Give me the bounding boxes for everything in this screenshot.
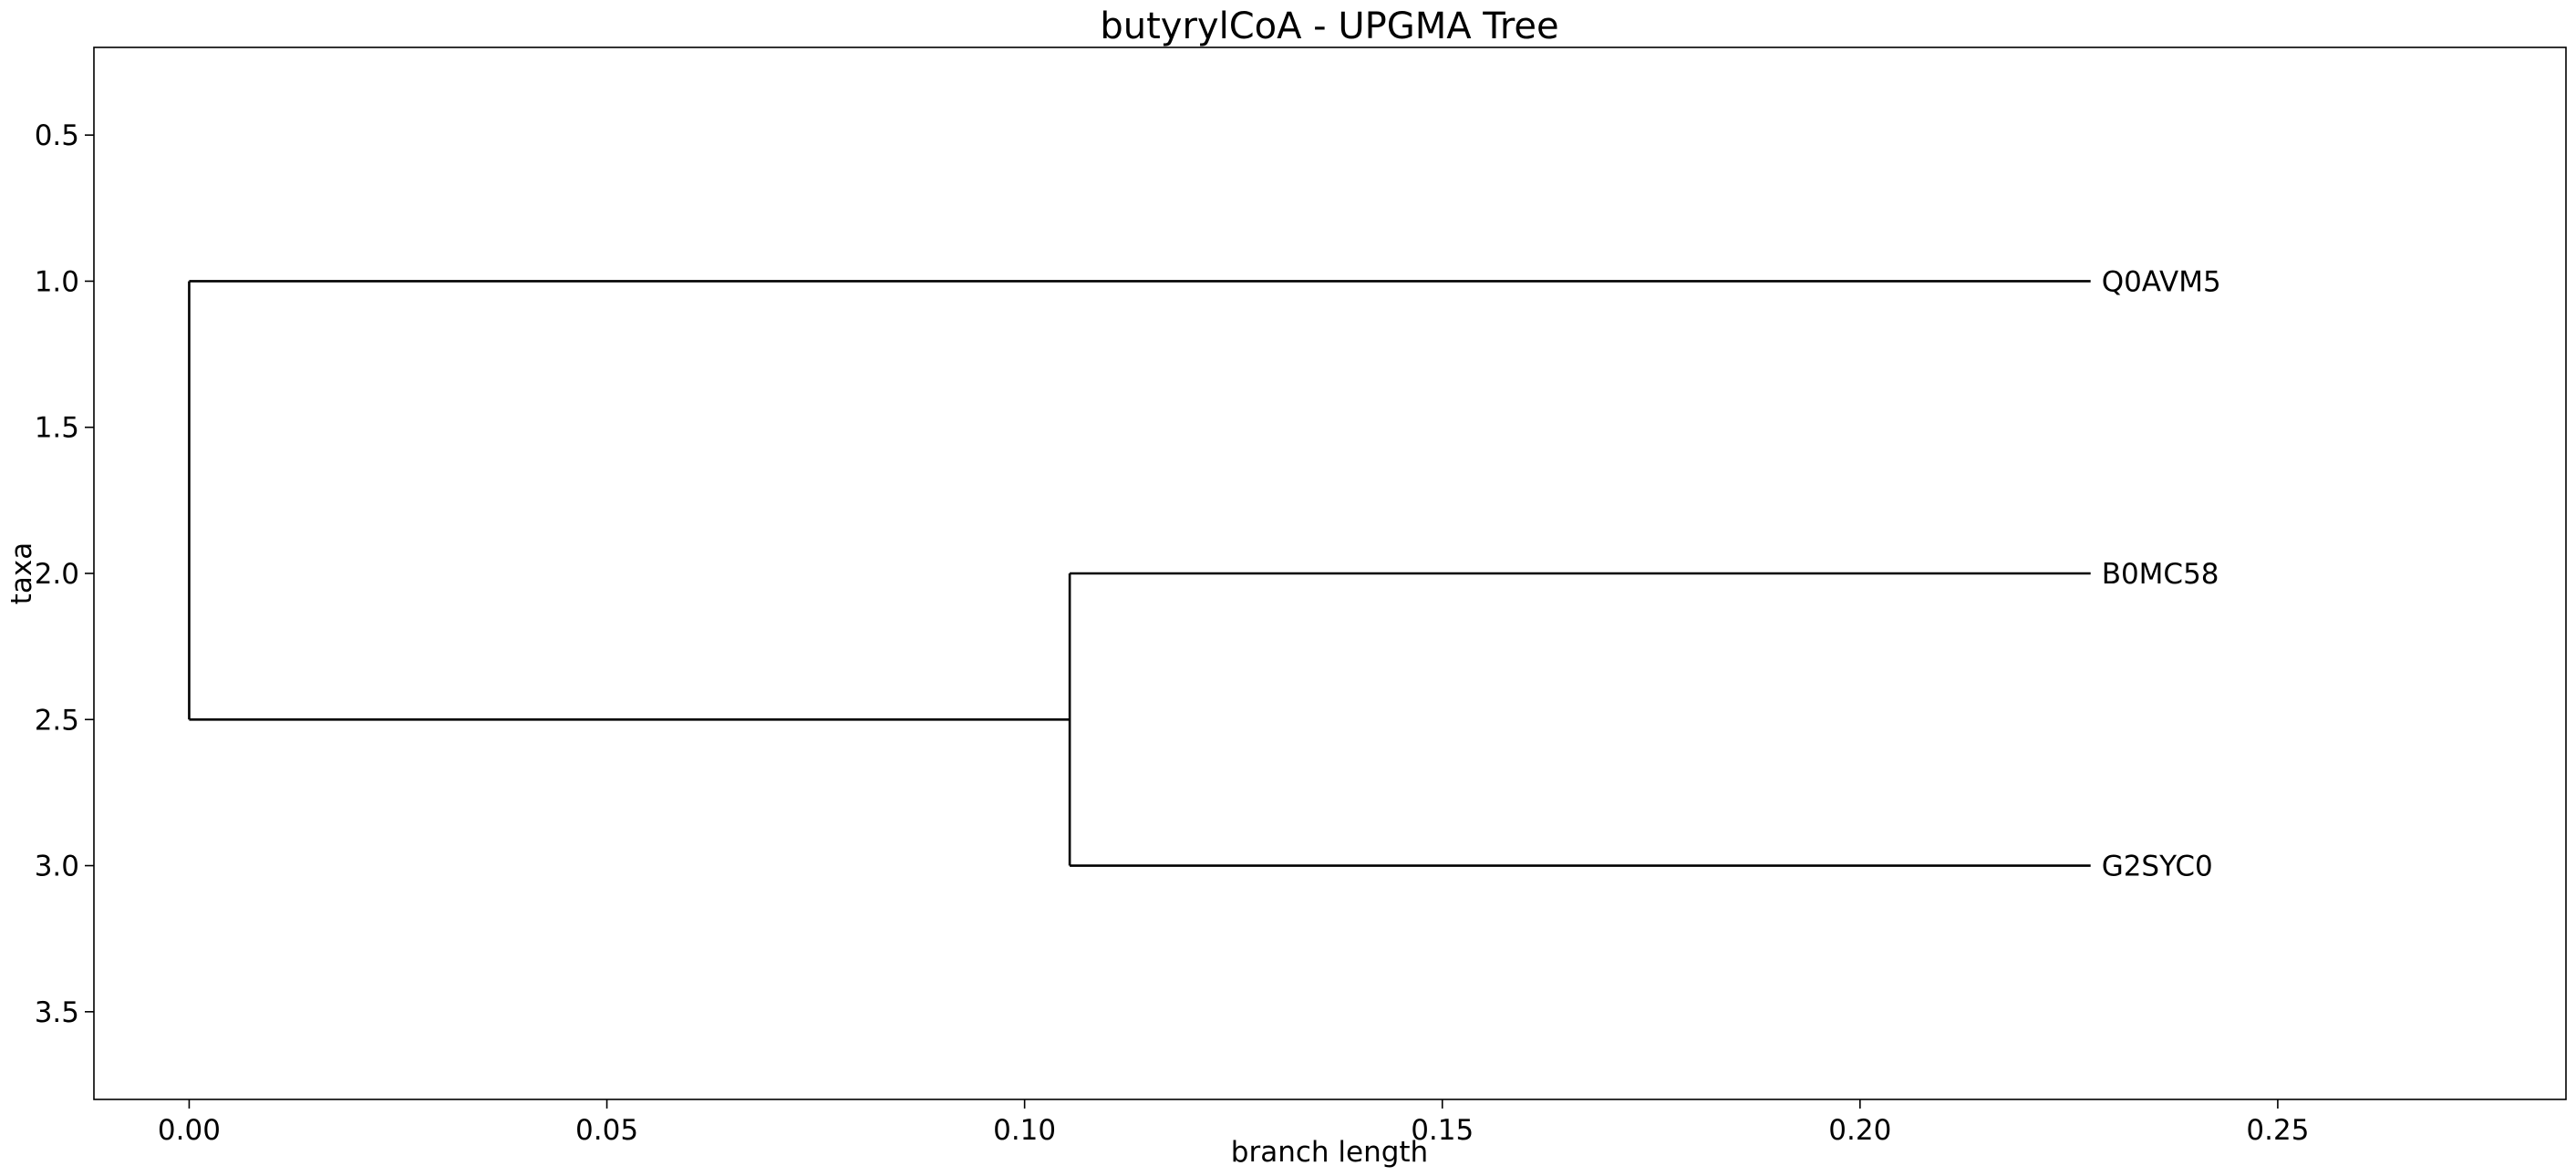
taxon-label-b0mc58: B0MC58 [2102, 558, 2219, 591]
y-tick-label: 2.5 [35, 704, 79, 737]
x-axis-label: branch length [1231, 1136, 1428, 1169]
x-tick-label: 0.00 [158, 1114, 221, 1147]
y-axis-label: taxa [5, 542, 38, 605]
y-tick-label: 3.5 [35, 996, 79, 1029]
chart-title: butyrylCoA - UPGMA Tree [1100, 5, 1558, 47]
x-tick-label: 0.15 [1411, 1114, 1474, 1147]
x-axis: 0.00 0.05 0.10 0.15 0.20 0.25 [158, 1099, 2309, 1147]
x-tick-label: 0.25 [2246, 1114, 2309, 1147]
x-tick-label: 0.05 [575, 1114, 638, 1147]
y-tick-label: 1.5 [35, 412, 79, 445]
taxon-label-q0avm5: Q0AVM5 [2102, 265, 2221, 298]
y-axis: 0.5 1.0 1.5 2.0 2.5 3.0 3.5 [35, 119, 94, 1029]
y-tick-label: 1.0 [35, 265, 79, 298]
y-tick-label: 2.0 [35, 558, 79, 591]
x-tick-label: 0.10 [993, 1114, 1056, 1147]
taxon-label-g2syc0: G2SYC0 [2102, 851, 2213, 883]
x-tick-label: 0.20 [1828, 1114, 1891, 1147]
y-tick-label: 3.0 [35, 851, 79, 883]
taxon-labels: Q0AVM5 B0MC58 G2SYC0 [2102, 265, 2221, 882]
tree-branches [188, 280, 2091, 867]
y-tick-label: 0.5 [35, 119, 79, 152]
